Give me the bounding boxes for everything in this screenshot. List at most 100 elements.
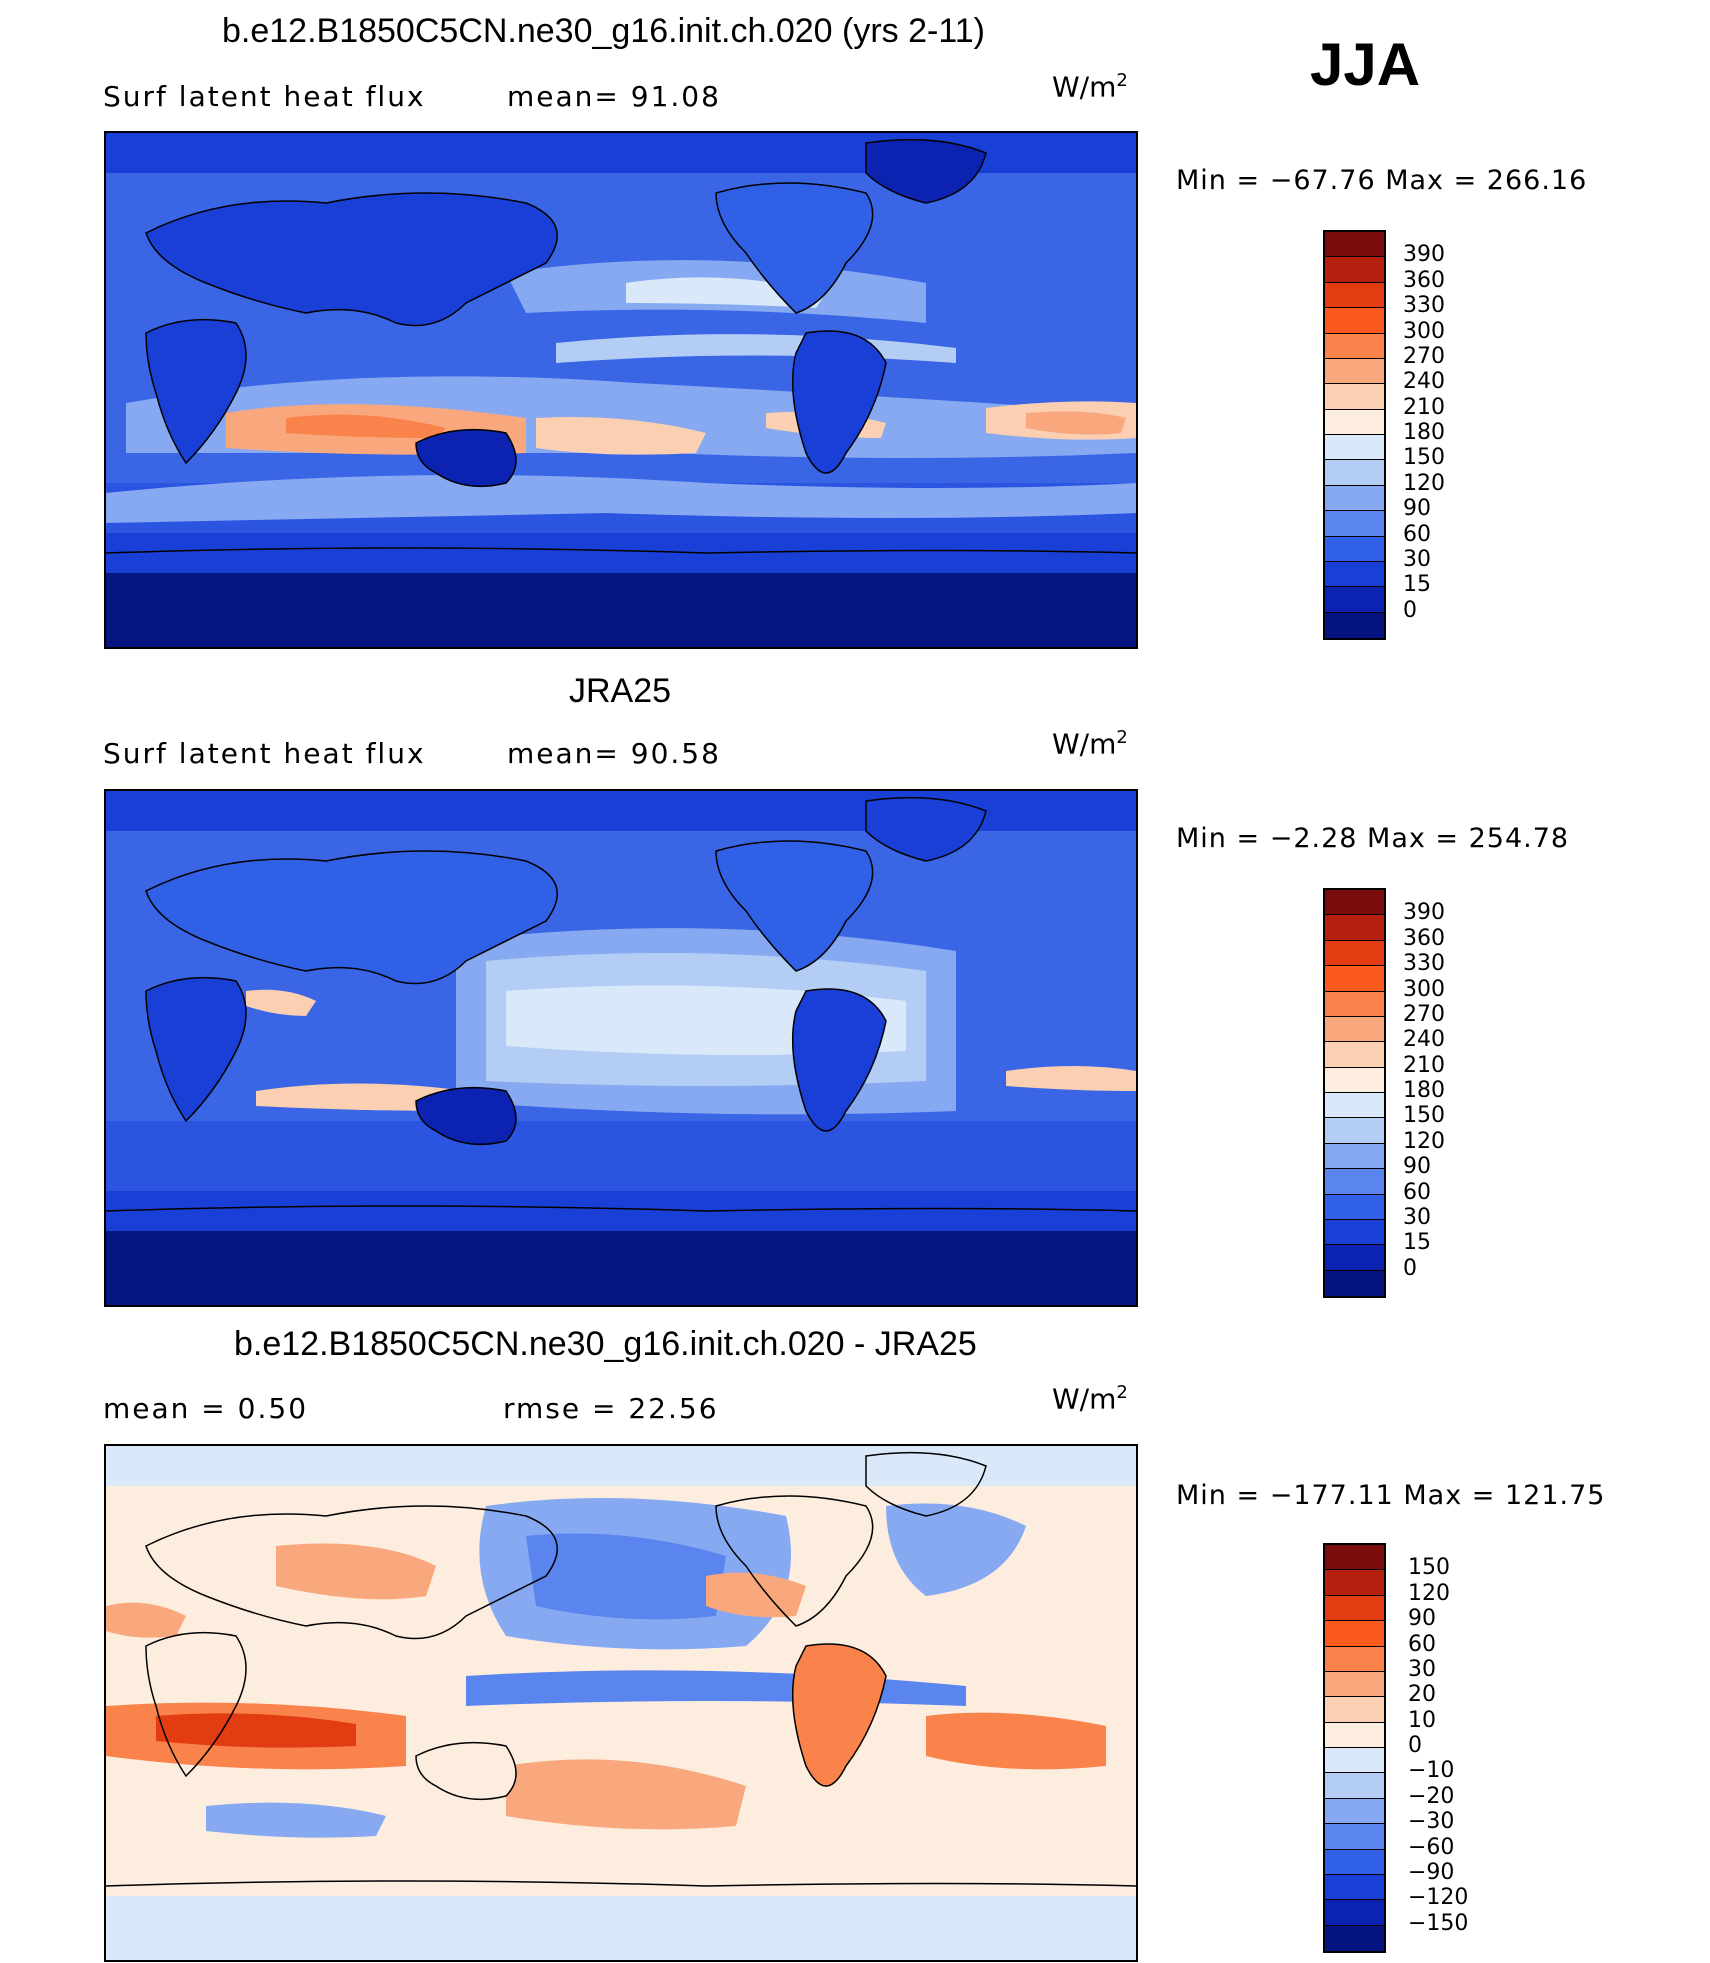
- colorbar-swatch: [1325, 485, 1384, 512]
- colorbar-model: [1323, 230, 1386, 640]
- colorbar-tick-label: 300: [1403, 318, 1445, 344]
- colorbar-swatch: [1325, 587, 1384, 613]
- colorbar-diff-labels: 150 120 90 60 30 20 10 0 −10 −20 −30 −60 −90 −120 −150: [1408, 1543, 1488, 1953]
- colorbar-swatch: [1325, 1570, 1384, 1596]
- panel-diff-rmse-label: rmse = 22.56: [503, 1392, 719, 1425]
- colorbar-swatch: [1325, 1595, 1384, 1622]
- colorbar-obs-labels: 390 360 330 300 270 240 210 180 150 120 90 60 30 15 0: [1403, 888, 1483, 1298]
- colorbar-swatch: [1325, 1722, 1384, 1748]
- panel-diff-minmax: Min = −177.11 Max = 121.75: [1176, 1480, 1606, 1511]
- colorbar-swatch: [1325, 1849, 1384, 1875]
- panel-obs-variable-label: Surf latent heat flux: [103, 737, 426, 770]
- colorbar-tick-label: 360: [1403, 925, 1445, 951]
- colorbar-tick-label: 15: [1403, 1230, 1431, 1256]
- colorbar-swatch: [1325, 460, 1384, 486]
- colorbar-tick-label: 270: [1403, 1001, 1445, 1027]
- panel-obs-title: JRA25: [569, 672, 672, 710]
- colorbar-tick-label: 30: [1408, 1656, 1436, 1682]
- colorbar-tick-label: −90: [1408, 1859, 1455, 1885]
- colorbar-swatch: [1325, 1118, 1384, 1144]
- colorbar-tick-label: 300: [1403, 976, 1445, 1002]
- panel-diff-mean-label: mean = 0.50: [103, 1392, 309, 1425]
- colorbar-tick-label: 15: [1403, 572, 1431, 598]
- colorbar-swatch: [1325, 1545, 1384, 1571]
- colorbar-tick-label: 150: [1403, 445, 1445, 471]
- colorbar-tick-label: 60: [1408, 1631, 1436, 1657]
- colorbar-swatch: [1325, 1671, 1384, 1698]
- colorbar-swatch: [1325, 1270, 1384, 1296]
- colorbar-swatch: [1325, 536, 1384, 562]
- colorbar-swatch: [1325, 1697, 1384, 1723]
- colorbar-tick-label: −20: [1408, 1783, 1455, 1809]
- colorbar-swatch: [1325, 1824, 1384, 1850]
- panel-diff-units: W/m2: [1052, 1382, 1128, 1416]
- colorbar-swatch: [1325, 1093, 1384, 1119]
- colorbar-tick-label: 0: [1408, 1733, 1422, 1758]
- colorbar-obs: [1323, 888, 1386, 1298]
- colorbar-tick-label: 180: [1403, 1078, 1445, 1103]
- colorbar-swatch: [1325, 1646, 1384, 1672]
- colorbar-tick-label: 90: [1408, 1606, 1436, 1632]
- colorbar-swatch: [1325, 1067, 1384, 1093]
- colorbar-diff: [1323, 1543, 1386, 1953]
- colorbar-swatch: [1325, 940, 1384, 967]
- colorbar-tick-label: 60: [1403, 521, 1431, 547]
- colorbar-swatch: [1325, 1042, 1384, 1068]
- colorbar-swatch: [1325, 409, 1384, 435]
- colorbar-swatch: [1325, 1143, 1384, 1170]
- colorbar-swatch: [1325, 991, 1384, 1017]
- colorbar-swatch: [1325, 1773, 1384, 1799]
- colorbar-swatch: [1325, 1245, 1384, 1271]
- colorbar-swatch: [1325, 257, 1384, 283]
- panel-diff-title: b.e12.B1850C5CN.ne30_g16.init.ch.020 - J…: [234, 1325, 977, 1363]
- colorbar-tick-label: 360: [1403, 267, 1445, 293]
- colorbar-swatch: [1325, 1748, 1384, 1774]
- colorbar-tick-label: −30: [1408, 1809, 1455, 1835]
- colorbar-swatch: [1325, 1925, 1384, 1951]
- panel-obs-mean-label: mean= 90.58: [507, 737, 721, 770]
- panel-model-mean-label: mean= 91.08: [507, 80, 721, 113]
- panel-obs-minmax: Min = −2.28 Max = 254.78: [1176, 823, 1570, 854]
- panel-model-variable-label: Surf latent heat flux: [103, 80, 426, 113]
- colorbar-swatch: [1325, 282, 1384, 309]
- season-label: JJA: [1310, 31, 1421, 98]
- colorbar-tick-label: 20: [1408, 1682, 1436, 1708]
- colorbar-tick-label: 120: [1403, 1128, 1445, 1154]
- colorbar-tick-label: 90: [1403, 1154, 1431, 1180]
- colorbar-tick-label: 90: [1403, 496, 1431, 522]
- colorbar-tick-label: −150: [1408, 1910, 1469, 1936]
- colorbar-swatch: [1325, 1016, 1384, 1043]
- colorbar-tick-label: 150: [1403, 1103, 1445, 1129]
- colorbar-tick-label: 30: [1403, 1204, 1431, 1230]
- panel-obs-units: W/m2: [1052, 727, 1128, 761]
- colorbar-swatch: [1325, 1194, 1384, 1220]
- colorbar-swatch: [1325, 890, 1384, 916]
- colorbar-tick-label: 150: [1408, 1555, 1450, 1581]
- colorbar-swatch: [1325, 612, 1384, 638]
- colorbar-swatch: [1325, 915, 1384, 941]
- colorbar-swatch: [1325, 1798, 1384, 1825]
- colorbar-tick-label: 240: [1403, 1027, 1445, 1053]
- map-obs: [104, 789, 1138, 1307]
- colorbar-tick-label: −60: [1408, 1834, 1455, 1860]
- colorbar-swatch: [1325, 333, 1384, 359]
- colorbar-swatch: [1325, 384, 1384, 410]
- colorbar-tick-label: 390: [1403, 900, 1445, 926]
- colorbar-tick-label: 10: [1408, 1707, 1436, 1733]
- colorbar-swatch: [1325, 435, 1384, 461]
- colorbar-tick-label: 0: [1403, 597, 1417, 623]
- colorbar-tick-label: 60: [1403, 1179, 1431, 1205]
- colorbar-swatch: [1325, 358, 1384, 385]
- colorbar-swatch: [1325, 561, 1384, 588]
- colorbar-swatch: [1325, 1169, 1384, 1195]
- colorbar-tick-label: 210: [1403, 1052, 1445, 1078]
- colorbar-swatch: [1325, 1621, 1384, 1647]
- colorbar-swatch: [1325, 1874, 1384, 1901]
- colorbar-tick-label: 30: [1403, 546, 1431, 572]
- map-model: [104, 131, 1138, 649]
- colorbar-swatch: [1325, 1219, 1384, 1246]
- colorbar-tick-label: 330: [1403, 293, 1445, 319]
- panel-model-units: W/m2: [1052, 70, 1128, 104]
- colorbar-tick-label: 330: [1403, 951, 1445, 977]
- colorbar-tick-label: 0: [1403, 1255, 1417, 1281]
